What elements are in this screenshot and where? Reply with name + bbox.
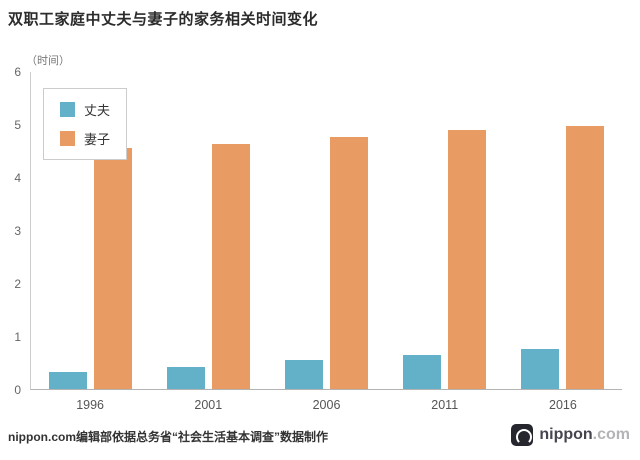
chart-title: 双职工家庭中丈夫与妻子的家务相关时间变化 — [8, 11, 319, 28]
y-tick-1: 1 — [14, 330, 21, 344]
bar-husband-2001 — [166, 366, 205, 389]
x-label-2001: 2001 — [194, 398, 223, 412]
y-tick-2: 2 — [14, 277, 21, 291]
logo-text: nippon — [539, 426, 593, 443]
bar-wife-1996 — [93, 147, 132, 389]
y-axis-unit-label: （时间） — [26, 55, 70, 67]
bar-group-2016: 2016 — [504, 72, 622, 412]
legend-item-wife: 妻子 — [60, 129, 110, 148]
legend-item-husband: 丈夫 — [60, 100, 110, 119]
x-label-1996: 1996 — [76, 398, 104, 412]
chart-legend: 丈夫 妻子 — [43, 88, 128, 160]
x-label-2011: 2011 — [431, 398, 459, 412]
y-axis: 0 1 2 3 4 5 6 — [0, 65, 24, 397]
legend-swatch-husband — [60, 102, 75, 117]
bar-wife-2016 — [566, 125, 605, 389]
bar-husband-2016 — [521, 349, 560, 389]
bar-husband-2011 — [403, 354, 442, 389]
bar-group-2011: 2011 — [386, 72, 504, 412]
logo-suffix: .com — [592, 426, 630, 443]
legend-label-wife: 妻子 — [84, 132, 111, 147]
bar-group-2001: 2001 — [149, 72, 267, 412]
plot-area: 丈夫 妻子 1996 2001 2006 2011 2016 — [30, 72, 622, 412]
legend-label-husband: 丈夫 — [84, 103, 111, 118]
x-label-2016: 2016 — [549, 398, 577, 412]
bar-husband-1996 — [48, 371, 87, 389]
bar-wife-2001 — [211, 144, 250, 389]
y-tick-0: 0 — [14, 383, 21, 397]
x-label-2006: 2006 — [312, 398, 341, 412]
nippon-com-logo-icon — [511, 424, 534, 446]
bar-wife-2011 — [448, 130, 487, 389]
nippon-com-logo: nippon.com — [511, 424, 630, 446]
bar-wife-2006 — [330, 137, 368, 389]
legend-swatch-wife — [60, 131, 75, 146]
bar-group-1996: 1996 — [31, 72, 149, 412]
bar-groups: 1996 2001 2006 2011 2016 — [31, 72, 622, 412]
source-credit: nippon.com编辑部依据总务省“社会生活基本调查”数据制作 — [8, 430, 328, 444]
bar-husband-2006 — [285, 359, 323, 389]
bar-group-2006: 2006 — [267, 72, 385, 412]
y-tick-5: 5 — [14, 118, 21, 132]
y-tick-3: 3 — [14, 224, 21, 238]
y-tick-4: 4 — [14, 171, 21, 185]
y-tick-6: 6 — [14, 65, 21, 79]
